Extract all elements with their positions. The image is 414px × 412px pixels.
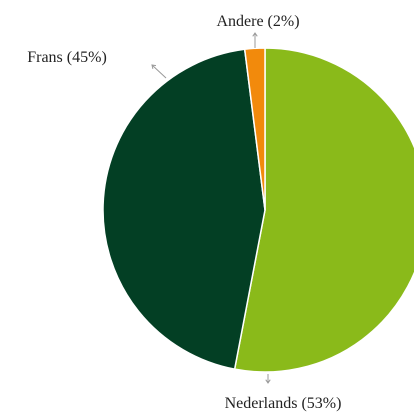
slice-value: (45%) — [67, 49, 107, 66]
pie-slice — [233, 47, 414, 373]
leader-line — [151, 64, 167, 79]
leader-arrow — [252, 32, 258, 37]
slice-category: Frans — [27, 49, 63, 66]
slice-value: (53%) — [301, 395, 341, 412]
slice-label: Andere (2%) — [216, 13, 299, 30]
pie-slice — [243, 47, 266, 211]
slice-label: Frans (45%) — [27, 49, 107, 66]
leader-arrow — [265, 379, 271, 384]
slice-value: (2%) — [268, 13, 300, 30]
slice-category: Andere — [216, 13, 263, 30]
pie-slice — [102, 48, 266, 371]
slice-label: Nederlands (53%) — [225, 395, 342, 412]
leader-arrow — [151, 64, 157, 70]
slice-category: Nederlands — [225, 395, 298, 412]
